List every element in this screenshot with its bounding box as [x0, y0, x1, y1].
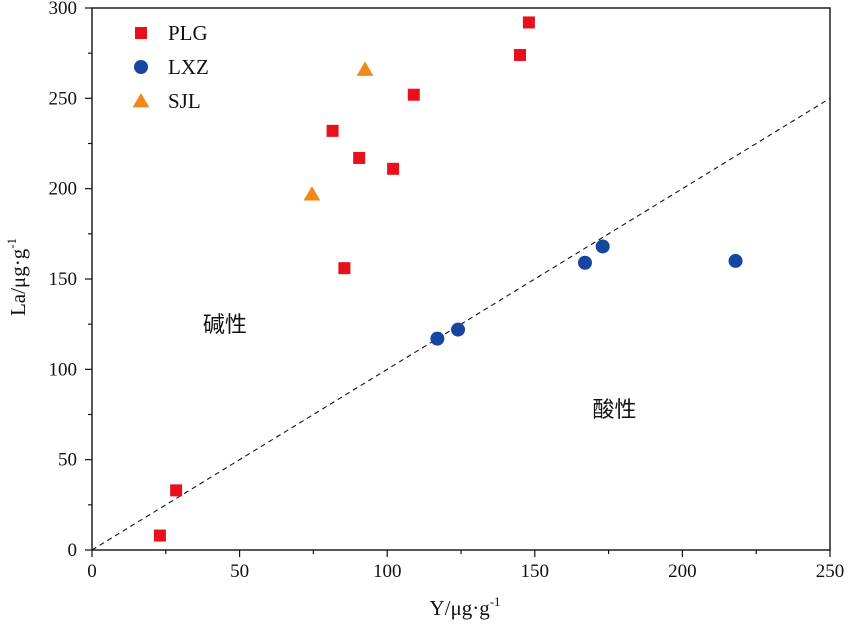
point-sjl	[303, 186, 321, 201]
point-plg	[407, 88, 420, 101]
point-plg	[387, 162, 400, 175]
legend-marker-sjl	[132, 93, 150, 108]
x-tick-label: 150	[521, 561, 550, 582]
x-tick-label: 50	[230, 561, 249, 582]
y-axis-title-superscript: -1	[4, 238, 19, 249]
y-tick-label: 150	[49, 269, 78, 290]
point-lxz	[728, 253, 743, 268]
point-lxz	[430, 331, 445, 346]
point-lxz	[451, 322, 466, 337]
region-label-acidic: 酸性	[592, 398, 636, 423]
point-plg	[170, 484, 183, 497]
point-plg	[338, 262, 351, 275]
legend-marker-lxz	[134, 60, 148, 74]
point-lxz	[595, 239, 610, 254]
x-tick-label: 100	[373, 561, 402, 582]
x-tick-label: 250	[816, 561, 845, 582]
point-plg	[326, 124, 339, 137]
y-tick-label: 200	[49, 179, 78, 200]
x-axis-title: Y/μg·g-1	[429, 594, 500, 620]
legend-label-plg: PLG	[168, 21, 208, 45]
y-tick-label: 0	[68, 540, 78, 561]
y-tick-label: 50	[58, 450, 77, 471]
legend-marker-plg	[135, 27, 147, 39]
y-tick-label: 100	[49, 359, 78, 380]
legend-label-lxz: LXZ	[168, 55, 209, 79]
legend-label-sjl: SJL	[168, 89, 201, 113]
region-label-alkaline: 碱性	[203, 313, 247, 338]
point-lxz	[577, 255, 592, 270]
x-tick-label: 200	[668, 561, 697, 582]
y-axis-title: La/μg·g-1	[4, 238, 30, 316]
y-tick-label: 250	[49, 88, 78, 109]
point-plg	[153, 529, 166, 542]
x-axis-title-superscript: -1	[490, 594, 501, 609]
point-plg	[522, 16, 535, 29]
point-plg	[353, 151, 366, 164]
point-plg	[514, 48, 527, 61]
y-tick-label: 300	[49, 0, 78, 19]
x-tick-label: 0	[87, 561, 97, 582]
plot-frame	[91, 7, 831, 551]
point-sjl	[356, 61, 374, 76]
